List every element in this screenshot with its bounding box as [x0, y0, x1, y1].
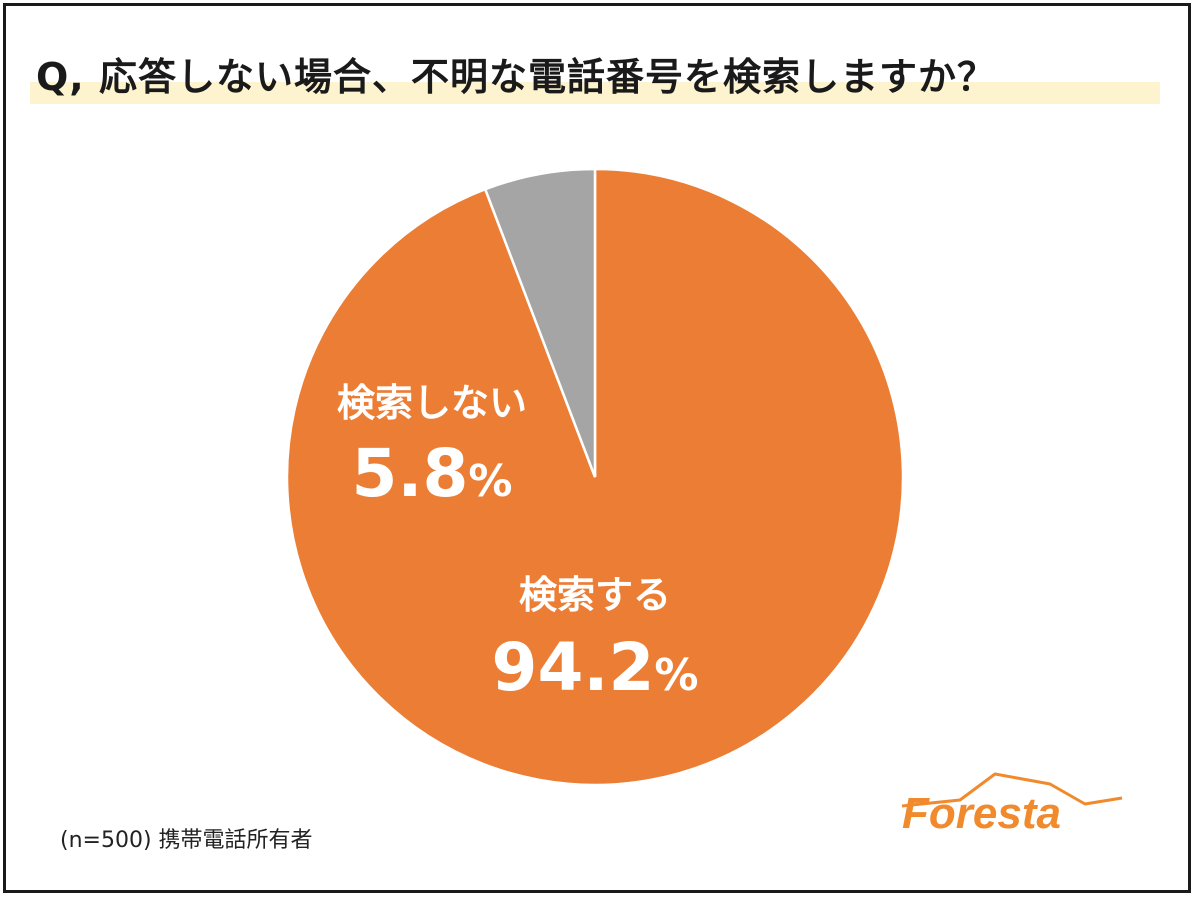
title-block: Q, 応答しない場合、不明な電話番号を検索しますか？ [30, 46, 1160, 104]
chart-title: Q, 応答しない場合、不明な電話番号を検索しますか？ [36, 55, 996, 99]
pie-slices [285, 167, 905, 787]
foresta-logo: Foresta [901, 772, 1123, 838]
slice-label-2: 検索しない [337, 381, 527, 425]
slice-value-2: 5.8% [351, 435, 512, 512]
pie-labels: 検索する 94.2% 検索しない 5.8% [337, 381, 698, 706]
logo-text: Foresta [902, 789, 1061, 838]
sample-note: (n=500) 携帯電話所有者 [60, 828, 313, 853]
title-highlight [30, 82, 1160, 104]
slice-label-1: 検索する [519, 573, 671, 617]
pie-slice-2 [483, 167, 597, 478]
slice-value-1: 94.2% [492, 629, 699, 706]
